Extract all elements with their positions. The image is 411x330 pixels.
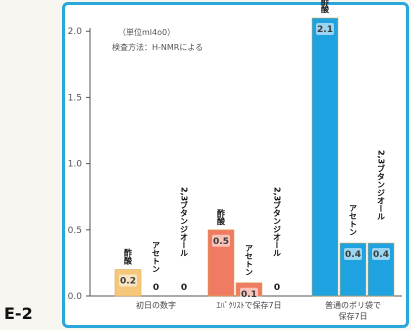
chart-note-unit: （単位ml4o0）: [118, 27, 175, 37]
bar-name-label: 酢酸: [216, 208, 226, 226]
bar-value-label: 0: [153, 283, 159, 293]
bar-name-label: 酢酸: [123, 248, 133, 266]
y-tick-label: 1.0: [68, 160, 83, 170]
bar-value-badge: [240, 287, 258, 300]
bar-name-label: 酢酸: [320, 0, 330, 14]
bar-value-label: 0.4: [345, 250, 361, 260]
bar-value-label: 0.5: [213, 237, 229, 247]
bar-value-badge: [212, 234, 230, 247]
bar-name-label: 2,3ブタンジオール: [180, 187, 189, 257]
bar-value-badge: [344, 248, 362, 261]
y-tick-label: 0.5: [68, 226, 82, 236]
bar-name-label: 2,3ブタンジオール: [377, 150, 386, 220]
bar: [311, 17, 339, 297]
bar-value-badge: [119, 274, 137, 287]
figure-label: E-2: [4, 304, 33, 323]
bar-value-label: 0: [181, 283, 187, 293]
bar-value-badge: [316, 23, 334, 35]
bar-name-label: アセトン: [152, 241, 161, 273]
bar-value-label: 0: [274, 283, 280, 293]
chart-note-method: 検査方法：H-NMRによる: [112, 42, 203, 52]
bar-name-label: アセトン: [349, 204, 358, 236]
bar-value-label: 2.1: [317, 25, 333, 35]
category-label: 初日の数字: [136, 300, 176, 310]
category-label: 普通のポリ袋で: [325, 300, 381, 310]
bar-value-label: 0.2: [120, 277, 136, 287]
bar-value-label: 0.4: [373, 250, 389, 260]
bar-name-label: 2,3ブタンジオール: [273, 187, 282, 257]
y-tick-label: 1.5: [68, 93, 82, 103]
category-label: ｴﾊﾞｸﾘｽﾄで保存7日: [216, 300, 281, 310]
y-tick-label: 0.0: [68, 292, 83, 302]
bar-value-badge: [372, 248, 390, 261]
bar-value-label: 0.1: [241, 290, 257, 300]
y-tick-label: 2.0: [68, 27, 83, 37]
bar-name-label: アセトン: [245, 244, 254, 276]
category-label: 保存7日: [338, 311, 367, 321]
